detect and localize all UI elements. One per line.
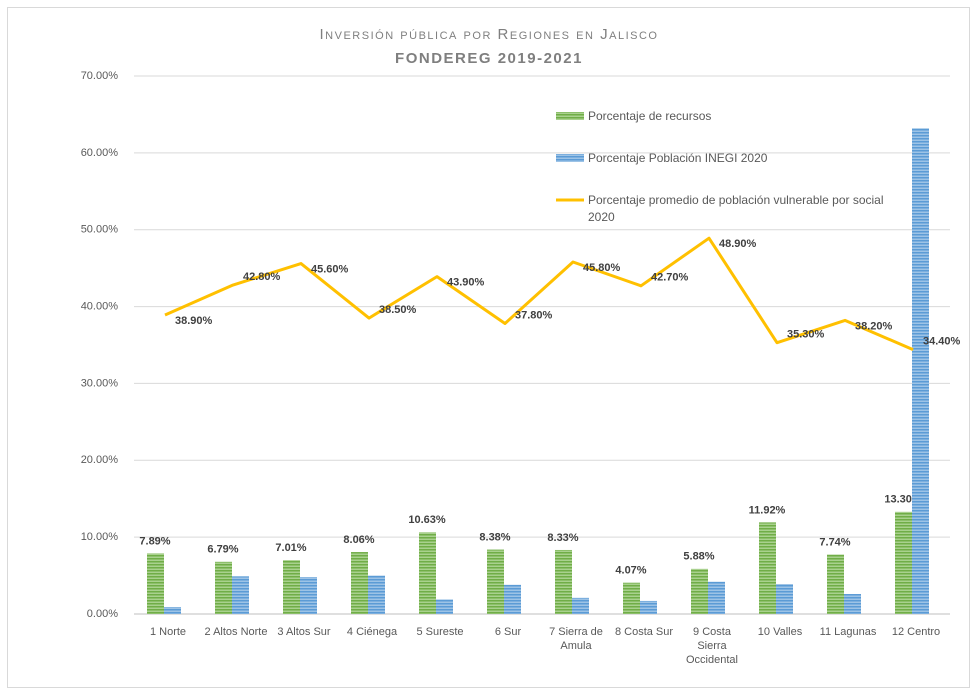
data-label: 42.70% xyxy=(651,272,689,284)
x-tick-label: 5 Sureste xyxy=(416,626,464,638)
data-label: 8.33% xyxy=(547,532,578,544)
x-tick-label: 3 Altos Sur xyxy=(277,626,331,638)
data-label: 8.38% xyxy=(479,531,510,543)
bar xyxy=(351,552,368,614)
bar xyxy=(215,561,232,614)
data-label: 38.50% xyxy=(379,304,417,316)
data-label: 7.01% xyxy=(275,542,306,554)
bar xyxy=(691,568,708,614)
bar xyxy=(827,554,844,614)
x-tick-label: 8 Costa Sur xyxy=(614,626,674,638)
data-label: 6.79% xyxy=(207,544,238,556)
bar xyxy=(436,599,453,614)
y-tick-label: 60.00% xyxy=(81,147,119,159)
chart-title: Inversión pública por Regiones en Jalisc… xyxy=(319,26,659,43)
legend-label: Porcentaje de recursos xyxy=(588,109,712,123)
x-tick-label: 2 Altos Norte xyxy=(204,626,268,638)
bar xyxy=(623,582,640,614)
bar xyxy=(487,549,504,614)
bar xyxy=(844,594,861,614)
x-tick-label: 7 Sierra de Amula xyxy=(549,626,603,652)
x-tick-label: 6 Sur xyxy=(494,626,522,638)
data-label: 7.89% xyxy=(139,535,170,547)
data-label: 7.74% xyxy=(819,536,850,548)
y-tick-label: 50.00% xyxy=(81,224,119,236)
data-label: 35.30% xyxy=(787,329,825,341)
data-label: 42.80% xyxy=(243,271,281,283)
y-tick-label: 0.00% xyxy=(87,608,118,620)
y-tick-label: 70.00% xyxy=(81,70,119,82)
bar xyxy=(759,522,776,614)
bar xyxy=(368,575,385,614)
legend-swatch xyxy=(556,154,584,162)
chart-subtitle: FONDEREG 2019-2021 xyxy=(395,50,583,67)
data-label: 45.80% xyxy=(583,262,621,274)
bar xyxy=(572,597,589,614)
bar xyxy=(776,584,793,614)
bar xyxy=(708,581,725,614)
data-label: 48.90% xyxy=(719,238,757,250)
x-tick-label: 10 Valles xyxy=(757,626,803,638)
bar xyxy=(895,511,912,614)
bar xyxy=(164,607,181,614)
legend-label: Porcentaje promedio de población vulnera… xyxy=(588,193,884,224)
bar xyxy=(283,560,300,614)
y-tick-label: 10.00% xyxy=(81,531,119,543)
bar xyxy=(419,532,436,614)
legend-label: Porcentaje Población INEGI 2020 xyxy=(588,151,768,165)
data-label: 10.63% xyxy=(408,514,446,526)
x-tick-label: 1 Norte xyxy=(149,626,187,638)
data-label: 8.06% xyxy=(343,534,374,546)
bar xyxy=(555,549,572,614)
data-label: 37.80% xyxy=(515,309,553,321)
line xyxy=(164,236,914,351)
data-label: 5.88% xyxy=(683,551,714,563)
x-tick-label: 11 Lagunas xyxy=(819,626,877,638)
bar xyxy=(912,128,929,614)
bar xyxy=(147,553,164,614)
x-tick-label: 9 Costa Sierra Occidental xyxy=(686,626,738,666)
y-tick-label: 30.00% xyxy=(81,377,119,389)
data-label: 38.20% xyxy=(855,320,893,332)
bar xyxy=(640,600,657,614)
data-label: 11.92% xyxy=(749,504,786,516)
data-label: 4.07% xyxy=(615,565,646,577)
y-tick-label: 20.00% xyxy=(81,454,119,466)
legend-swatch xyxy=(556,112,584,120)
x-tick-label: 4 Ciénega xyxy=(346,626,398,638)
bar xyxy=(504,584,521,614)
data-label: 38.90% xyxy=(175,315,213,327)
y-tick-label: 40.00% xyxy=(81,300,119,312)
chart-border xyxy=(7,7,970,688)
x-tick-label: 12 Centro xyxy=(891,626,941,638)
bar xyxy=(300,577,317,614)
data-label: 34.40% xyxy=(923,336,961,348)
bar xyxy=(232,576,249,614)
data-label: 43.90% xyxy=(447,277,485,289)
data-label: 45.60% xyxy=(311,263,349,275)
